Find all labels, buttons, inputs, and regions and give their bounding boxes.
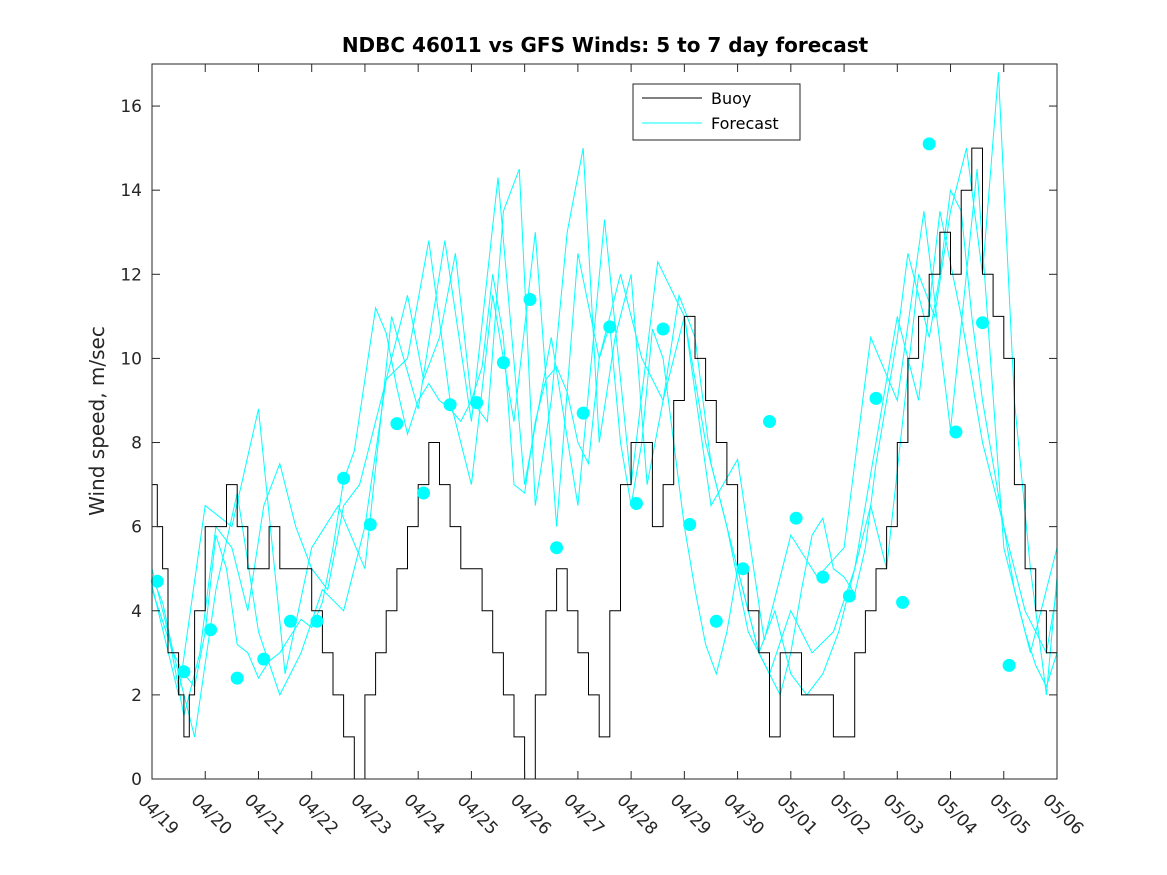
y-tick-label: 14 <box>120 181 142 201</box>
forecast-marker <box>603 320 617 334</box>
y-tick-label: 10 <box>120 349 142 369</box>
y-tick-label: 16 <box>120 97 142 117</box>
y-tick-label: 12 <box>120 265 142 285</box>
forecast-marker <box>417 486 430 500</box>
forecast-marker <box>629 497 643 510</box>
legend-forecast-label: Forecast <box>711 114 779 133</box>
forecast-marker <box>816 570 830 584</box>
forecast-marker <box>523 293 537 306</box>
chart-title: NDBC 46011 vs GFS Winds: 5 to 7 day fore… <box>342 33 869 57</box>
forecast-marker <box>257 652 271 666</box>
forecast-marker <box>922 137 936 151</box>
y-tick-label: 6 <box>131 518 142 538</box>
y-tick-label: 8 <box>131 434 142 454</box>
legend-box <box>632 83 801 141</box>
forecast-marker <box>869 391 883 405</box>
y-tick-label: 0 <box>131 770 142 790</box>
y-axis-label: Wind speed, m/sec <box>85 326 109 516</box>
forecast-marker <box>656 322 670 336</box>
forecast-marker <box>576 406 590 420</box>
forecast-line-2 <box>151 211 1058 738</box>
forecast-marker <box>763 415 776 428</box>
forecast-marker <box>949 425 963 439</box>
forecast-marker <box>337 471 351 485</box>
forecast-marker <box>736 562 750 576</box>
forecast-marker <box>1002 658 1016 672</box>
forecast-marker <box>709 614 723 628</box>
y-tick-label: 2 <box>131 686 142 706</box>
forecast-marker <box>842 589 856 603</box>
forecast-marker <box>230 671 244 685</box>
buoy-line <box>152 147 1057 780</box>
legend: Buoy Forecast <box>632 83 801 141</box>
forecast-marker <box>496 356 510 370</box>
plot-area <box>150 72 1058 780</box>
forecast-marker <box>443 398 457 412</box>
axes-box <box>151 63 1058 780</box>
forecast-marker <box>896 595 910 609</box>
y-tick-label: 4 <box>131 602 142 622</box>
forecast-marker <box>390 417 404 431</box>
legend-buoy-label: Buoy <box>711 89 751 108</box>
forecast-marker <box>310 614 324 628</box>
forecast-line-1 <box>151 72 1058 717</box>
forecast-line-0 <box>151 188 1058 697</box>
forecast-marker <box>363 518 377 531</box>
forecast-marker <box>177 665 191 679</box>
forecast-marker <box>150 574 164 588</box>
forecast-line-3 <box>151 169 1058 696</box>
forecast-marker <box>976 316 989 330</box>
forecast-marker <box>204 623 218 637</box>
forecast-marker <box>789 511 803 525</box>
forecast-marker <box>550 541 564 555</box>
forecast-marker <box>470 396 484 410</box>
forecast-marker <box>283 614 297 628</box>
forecast-marker <box>683 518 697 531</box>
